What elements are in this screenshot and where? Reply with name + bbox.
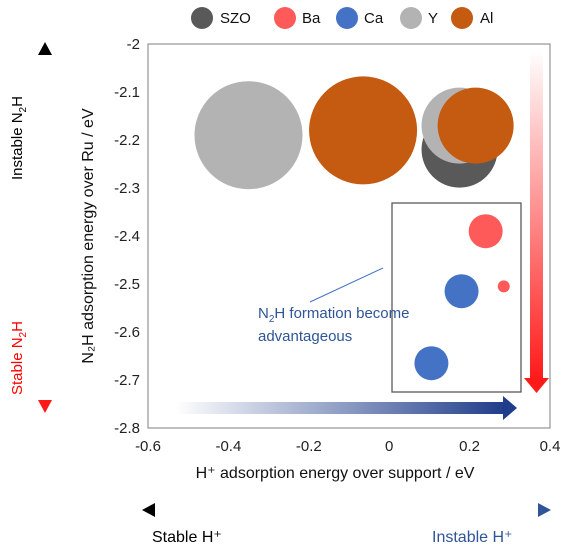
label-stable-n2h-post: H [9,321,26,332]
annotation-sub: 2 [269,314,275,325]
legend-item-szo: SZO [191,7,251,29]
legend-item-ca: Ca [336,7,384,29]
data-point-ca [444,274,479,309]
data-point-al [309,76,418,185]
data-points [194,76,514,381]
x-axis-ticks: -0.6 -0.4 -0.2 0 0.2 0.4 [135,438,560,455]
left-vertical-arrow [38,42,52,413]
label-stable-n2h-sub: 2 [18,331,29,337]
right-vertical-arrow [524,50,549,393]
annotation-rest: H formation become [274,305,409,322]
legend-label-y: Y [428,10,438,27]
legend-swatch-y [400,7,422,29]
x-tick-label: -0.6 [135,438,161,455]
x-tick-label: -0.2 [296,438,322,455]
annotation-line-1: N2H formation become [258,305,409,325]
y-axis-ticks: -2 -2.1 -2.2 -2.3 -2.4 -2.5 -2.6 -2.7 -2.8 [114,36,140,437]
plot-frame [147,43,551,429]
label-instable-h: Instable H⁺ [432,529,512,546]
y-tick-label: -2.4 [114,228,140,245]
legend-label-szo: SZO [220,10,251,27]
inset-box [391,202,522,393]
data-point-y [194,81,303,190]
y-tick-label: -2.2 [114,132,140,149]
annotation-n: N [258,305,269,322]
y-tick-label: -2.7 [114,372,140,389]
data-point-ca [414,346,449,381]
annotation-line-2: advantageous [258,328,352,345]
bottom-horizontal-arrow [142,503,551,517]
legend-item-ba: Ba [274,7,321,29]
data-point-ba [497,280,510,293]
data-point-al [437,87,514,164]
legend-swatch-szo [191,7,213,29]
legend-item-y: Y [400,7,438,29]
inner-horizontal-arrow [175,396,517,420]
label-stable-n2h: Stable N2H [9,321,29,395]
y-tick-label: -2.8 [114,420,140,437]
legend-swatch-al [451,7,473,29]
label-instable-n2h-post: H [9,96,26,107]
y-tick-label: -2.5 [114,276,140,293]
x-tick-label: 0 [385,438,393,455]
y-tick-label: -2.6 [114,324,140,341]
annotation-leader-line [309,267,384,303]
y-tick-label: -2 [127,36,140,53]
label-stable-n2h-pre: Stable N [9,337,26,395]
legend-swatch-ba [274,7,296,29]
data-point-ba [468,214,503,249]
y-tick-label: -2.1 [114,84,140,101]
legend: SZO Ba Ca Y Al [191,7,493,29]
label-instable-n2h: Instable N2H [9,96,29,180]
x-tick-label: 0.4 [540,438,561,455]
y-tick-label: -2.3 [114,180,140,197]
legend-swatch-ca [336,7,358,29]
label-instable-n2h-sub: 2 [18,106,29,112]
legend-label-al: Al [480,10,493,27]
label-instable-n2h-pre: Instable N [9,112,26,180]
legend-label-ba: Ba [302,10,321,27]
x-tick-label: -0.4 [215,438,241,455]
x-axis-title: H⁺ adsorption energy over support / eV [196,465,475,482]
x-tick-label: 0.2 [459,438,480,455]
label-stable-h: Stable H⁺ [152,529,222,546]
legend-label-ca: Ca [364,10,384,27]
legend-item-al: Al [451,7,493,29]
y-axis-title: N₂H adsorption energy over Ru / eV [80,108,97,364]
